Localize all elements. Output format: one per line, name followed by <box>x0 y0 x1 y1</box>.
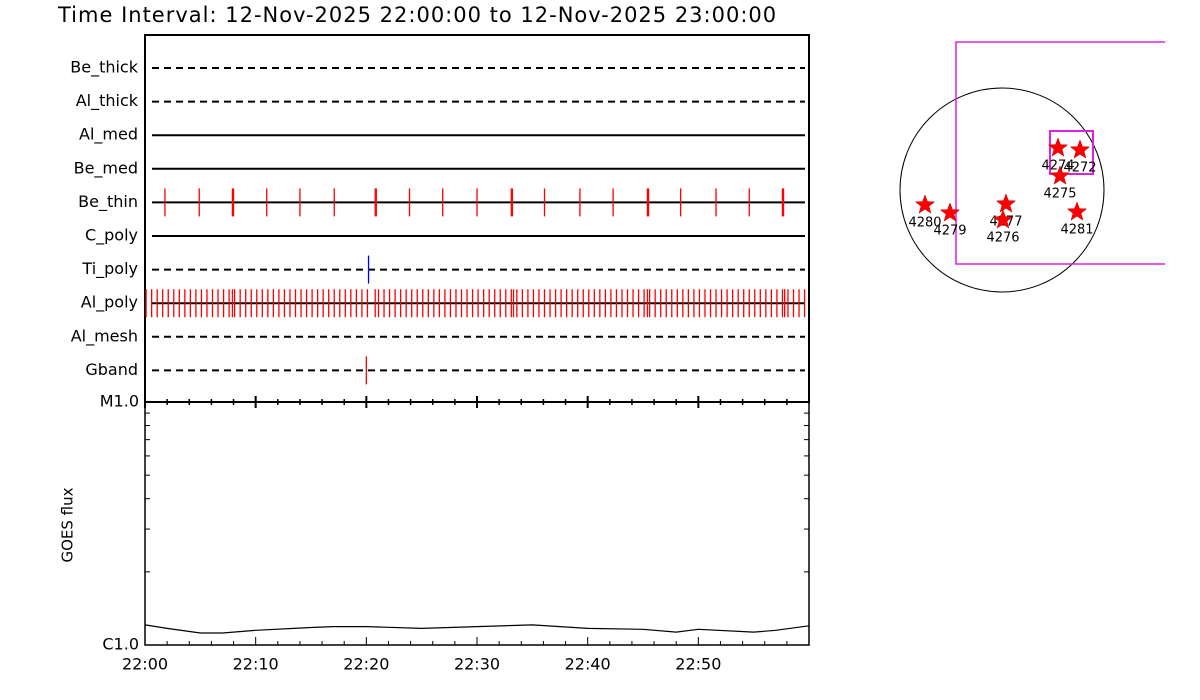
region-label: 4275 <box>1043 187 1076 202</box>
x-tick-label: 22:00 <box>122 655 168 674</box>
region-star <box>992 209 1014 229</box>
fov-box <box>955 41 1165 265</box>
row-label: Al_med <box>79 125 138 145</box>
region-box <box>1049 130 1094 175</box>
timeline-frame <box>144 34 810 403</box>
row-label: Gband <box>85 360 138 379</box>
region-star <box>1069 139 1091 159</box>
region-label: 4274 <box>1041 159 1074 174</box>
region-star <box>1066 201 1088 221</box>
title: Time Interval: 12-Nov-2025 22:00:00 to 1… <box>57 3 777 27</box>
solar-disk <box>899 87 1105 293</box>
region-label: 4279 <box>933 224 966 239</box>
region-star <box>995 193 1017 213</box>
region-star <box>1049 165 1071 185</box>
region-star <box>939 202 961 222</box>
row-label: Al_poly <box>81 293 138 313</box>
goes-frame <box>144 401 810 646</box>
x-tick-label: 22:10 <box>233 655 279 674</box>
y-tick-label: C1.0 <box>102 635 139 654</box>
y-axis-label: GOES flux <box>59 487 77 562</box>
row-label: Be_thick <box>70 58 138 78</box>
row-label: Be_med <box>74 158 138 178</box>
row-label: C_poly <box>85 226 138 246</box>
x-tick-label: 22:30 <box>454 655 500 674</box>
x-tick-label: 22:50 <box>675 655 721 674</box>
region-label: 4280 <box>908 216 941 231</box>
row-label: Be_thin <box>78 192 138 212</box>
goes-curve <box>144 624 810 634</box>
row-label: Al_thick <box>76 91 139 111</box>
region-label: 4281 <box>1060 223 1093 238</box>
region-label: 4272 <box>1063 161 1096 176</box>
x-tick-label: 22:20 <box>343 655 389 674</box>
region-star <box>1047 137 1069 157</box>
y-tick-label: M1.0 <box>100 392 139 411</box>
row-label: Ti_poly <box>81 259 138 279</box>
region-label: 4276 <box>986 231 1019 246</box>
region-star <box>914 194 936 214</box>
x-tick-label: 22:40 <box>565 655 611 674</box>
row-label: Al_mesh <box>71 326 138 346</box>
